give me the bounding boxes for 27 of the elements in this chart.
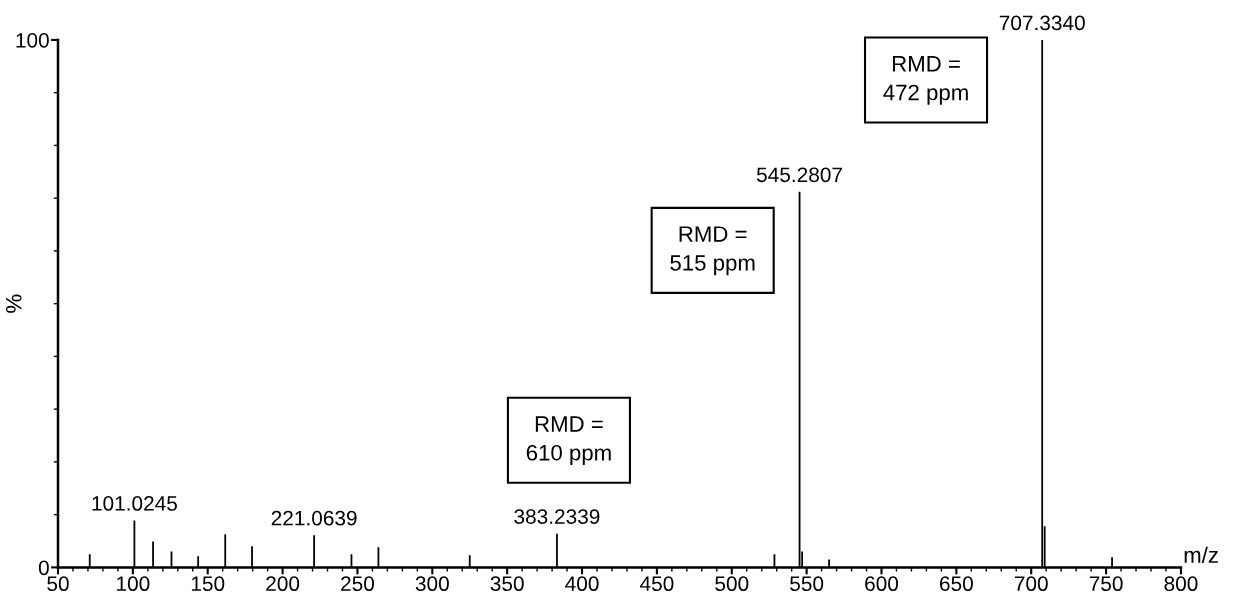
x-tick-label: 650 — [940, 576, 973, 592]
annotation: 545.2807 — [756, 167, 842, 183]
x-tick-label: 150 — [191, 576, 225, 592]
annotation: 221.0639 — [271, 510, 357, 526]
x-tick-label: 400 — [565, 576, 599, 592]
annotation: 383.2339 — [514, 509, 600, 524]
x-tick-label: 350 — [490, 576, 524, 592]
x-tick-label: 50 — [47, 576, 69, 592]
annotation: RMD = 472 ppm — [883, 56, 968, 105]
x-tick-label: 800 — [1164, 576, 1198, 592]
x-tick-label: 700 — [1014, 576, 1048, 592]
annotation: RMD = 515 ppm — [670, 226, 755, 276]
y-tick-label: 0 — [38, 560, 49, 576]
x-tick-label: 750 — [1089, 576, 1123, 592]
annotation: 101.0245 — [92, 496, 177, 511]
x-tick-label: 300 — [415, 576, 449, 592]
annotation: 707.3340 — [999, 15, 1085, 31]
x-tick-label: 500 — [715, 576, 749, 592]
x-tick-label: 100 — [117, 576, 150, 592]
y-axis-title: % — [5, 294, 22, 313]
x-tick-label: 450 — [640, 576, 674, 592]
x-tick-label: 550 — [790, 576, 824, 592]
annotation: RMD = 610 ppm — [526, 416, 611, 466]
x-tick-label: 250 — [341, 576, 375, 592]
x-tick-label: 600 — [865, 576, 899, 592]
x-axis-title: m/z — [1184, 546, 1218, 563]
x-tick-label: 200 — [266, 576, 300, 592]
